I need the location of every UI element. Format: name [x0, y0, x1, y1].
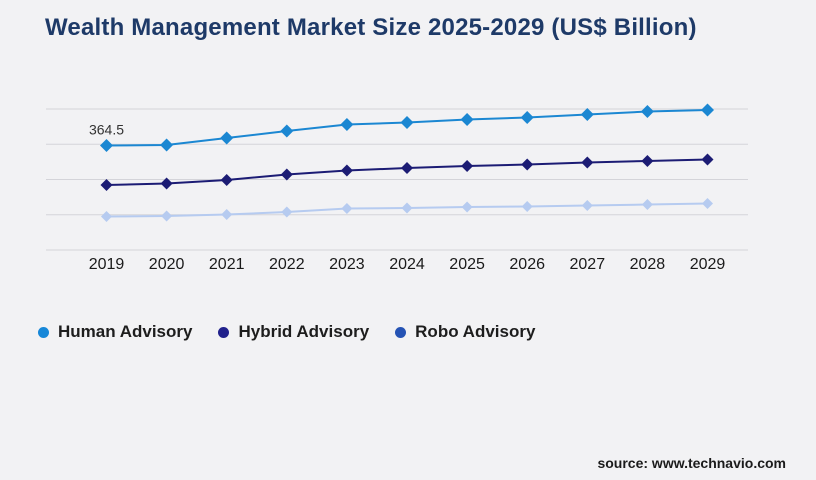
x-axis-label-2028: 2028	[630, 256, 666, 273]
marker-robo-advisory-2021	[221, 209, 233, 220]
marker-hybrid-advisory-2022	[280, 168, 293, 181]
legend-item-human-advisory: Human Advisory	[38, 322, 192, 342]
x-axis-label-2025: 2025	[449, 256, 485, 273]
marker-robo-advisory-2019	[101, 211, 112, 222]
x-axis-label-2022: 2022	[269, 256, 305, 273]
marker-hybrid-advisory-2024	[401, 162, 413, 174]
x-axis-label-2019: 2019	[89, 256, 125, 273]
marker-human-advisory-2025	[460, 113, 474, 126]
data-label-annotations: 364.5	[89, 122, 124, 138]
x-axis-label-2027: 2027	[570, 256, 606, 273]
marker-human-advisory-2026	[520, 111, 534, 124]
marker-robo-advisory-2025	[461, 201, 473, 213]
legend-dot-robo-advisory-icon	[395, 326, 407, 338]
marker-hybrid-advisory-2026	[521, 158, 534, 171]
x-axis-labels: 2019 2020 2021 2022 2023 2024 2025 2026 2027 2028…	[89, 256, 726, 273]
marker-human-advisory-2019	[100, 139, 113, 152]
marker-hybrid-advisory-2028	[641, 155, 654, 167]
x-axis-label-2026: 2026	[509, 256, 545, 273]
x-axis-label-2024: 2024	[389, 256, 425, 273]
marker-hybrid-advisory-2027	[581, 156, 594, 169]
x-axis-label-2021: 2021	[209, 256, 245, 273]
data-label: 364.5	[89, 122, 124, 138]
marker-robo-advisory-2023	[341, 203, 353, 214]
legend-item-robo-advisory: Robo Advisory	[395, 322, 535, 342]
page-title: Wealth Management Market Size 2025-2029 …	[45, 14, 697, 41]
legend-label: Robo Advisory	[415, 322, 536, 341]
marker-robo-advisory-2022	[281, 206, 293, 218]
legend: Human Advisory Hybrid Advisory Robo Advi…	[38, 322, 535, 342]
marker-human-advisory-2028	[640, 105, 654, 118]
marker-robo-advisory-2027	[581, 200, 593, 211]
legend-dot-hybrid-advisory-icon	[218, 326, 230, 338]
marker-hybrid-advisory-2029	[701, 153, 714, 166]
source-attribution: source: www.technavio.com	[597, 455, 786, 471]
marker-human-advisory-2020	[160, 138, 174, 152]
x-axis-label-2020: 2020	[149, 256, 185, 273]
data-series	[100, 103, 714, 222]
legend-label: Human Advisory	[58, 322, 193, 341]
marker-human-advisory-2024	[400, 116, 414, 129]
legend-label: Hybrid Advisory	[238, 322, 370, 341]
marker-hybrid-advisory-2021	[220, 174, 233, 186]
marker-robo-advisory-2020	[161, 210, 173, 222]
legend-dot-human-advisory-icon	[38, 326, 49, 338]
marker-hybrid-advisory-2025	[461, 160, 474, 172]
marker-hybrid-advisory-2023	[340, 164, 353, 177]
marker-human-advisory-2023	[340, 118, 354, 131]
gridlines	[46, 108, 748, 251]
marker-robo-advisory-2026	[521, 201, 533, 212]
marker-human-advisory-2022	[280, 124, 294, 138]
x-axis-label-2023: 2023	[329, 256, 365, 273]
marker-hybrid-advisory-2019	[100, 179, 113, 191]
marker-human-advisory-2021	[220, 131, 234, 145]
marker-hybrid-advisory-2020	[160, 177, 173, 190]
marker-robo-advisory-2029	[702, 198, 713, 209]
legend-item-hybrid-advisory: Hybrid Advisory	[218, 322, 369, 342]
x-axis-label-2029: 2029	[690, 256, 726, 273]
marker-robo-advisory-2028	[641, 199, 653, 210]
marker-human-advisory-2027	[580, 108, 594, 121]
marker-human-advisory-2029	[701, 103, 714, 117]
marker-robo-advisory-2024	[401, 202, 413, 214]
